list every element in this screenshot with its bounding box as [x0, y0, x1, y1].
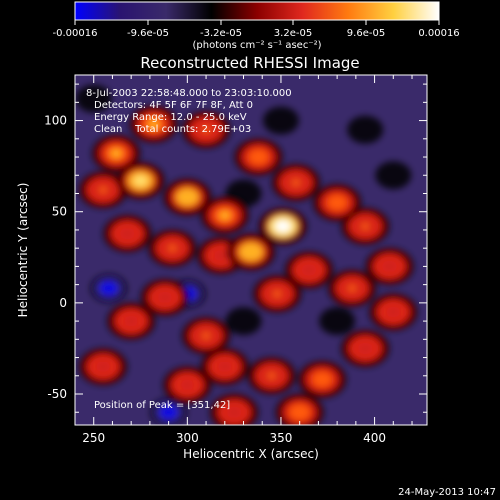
x-tick-label: 300	[176, 431, 199, 445]
heatmap-blob-bright	[360, 223, 370, 230]
heatmap-blob-bright	[201, 126, 211, 133]
annotation-peak-position: Position of Peak = [351,42]	[94, 400, 230, 411]
heatmap-blob-bright	[201, 332, 211, 339]
heatmap-blob-bright	[127, 318, 135, 324]
heatmap-blob-bright	[221, 363, 229, 370]
heatmap-blob-bright	[317, 375, 327, 383]
x-tick-label: 250	[82, 431, 105, 445]
heatmap-blob-bright	[184, 382, 191, 388]
heatmap-blobs	[75, 84, 418, 425]
info-annotations: 8-Jul-2003 22:58:48.000 to 23:03:10.000 …	[86, 88, 292, 411]
heatmap-blob-bright	[230, 409, 238, 416]
y-tick-label: -50	[47, 387, 67, 401]
heatmap-blob-bright	[305, 267, 313, 274]
heatmap-blob-bright	[277, 222, 289, 231]
heatmap-blob-bright	[253, 153, 264, 161]
x-tick-label: 350	[270, 431, 293, 445]
footer-timestamp: 24-May-2013 10:47	[398, 487, 496, 498]
heatmap-blob-dark	[319, 307, 356, 336]
heatmap-blob-bright	[161, 294, 169, 301]
heatmap-blob-dark	[159, 405, 178, 420]
colorbar-tick-label: -3.2e-05	[200, 28, 242, 39]
y-tick-label: 50	[52, 205, 67, 219]
heatmap-blob-bright	[217, 252, 225, 259]
x-axis-label: Heliocentric X (arcsec)	[183, 447, 319, 461]
heatmap-blob-bright	[389, 309, 397, 315]
heatmap-blob-bright	[267, 372, 276, 380]
colorbar-tick-label: -9.6e-05	[127, 28, 169, 39]
colorbar-tick-label: 9.6e-05	[347, 28, 385, 39]
annotation-detectors: Detectors: 4F 5F 6F 7F 8F, Att 0	[94, 100, 253, 111]
colorbar-tick-label: 3.2e-05	[274, 28, 312, 39]
axis-ticks: 250 300 350 400 100 50 0 -50	[44, 75, 427, 445]
heatmap-blob-bright	[294, 408, 305, 417]
heatmap-blob-bright	[347, 285, 357, 292]
heatmap-blob-bright	[361, 345, 370, 352]
heatmap-blob-bright	[181, 192, 194, 202]
heatmap-blob-dark	[99, 281, 118, 296]
chart-title: Reconstructed RHESSI Image	[140, 54, 359, 72]
heatmap-blob-bright	[98, 186, 108, 194]
heatmap-blob-bright	[272, 290, 282, 298]
heatmap-blob-dark	[225, 307, 262, 336]
colorbar-tick-label: 0.00016	[418, 28, 459, 39]
heatmap-blob-bright	[219, 211, 231, 220]
annotation-time-range: 8-Jul-2003 22:58:48.000 to 23:03:10.000	[86, 88, 292, 99]
heatmap-blob-dark	[262, 106, 299, 135]
heatmap-blob-dark	[347, 115, 384, 144]
colorbar-tick-label: -0.00016	[53, 28, 98, 39]
heatmap-blob-bright	[244, 247, 258, 257]
heatmap-blob-bright	[110, 149, 122, 158]
heatmap-blob-bright	[291, 179, 301, 186]
heatmap-blob-bright	[123, 230, 132, 237]
y-tick-label: 100	[44, 114, 67, 128]
annotation-energy-range: Energy Range: 12.0 - 25.0 keV	[94, 112, 247, 123]
x-tick-label: 400	[363, 431, 386, 445]
heatmap-blob-bright	[133, 175, 148, 186]
heatmap-blob-bright	[332, 199, 342, 207]
colorbar-ticks: -0.00016 -9.6e-05 -3.2e-05 3.2e-05 9.6e-05 0.…	[53, 20, 460, 39]
heatmap-blob-dark	[375, 161, 412, 190]
heatmap-blob-bright	[168, 244, 177, 252]
heatmap-blob-bright	[385, 263, 394, 270]
y-tick-label: 0	[59, 296, 67, 310]
annotation-clean-counts: Clean Total counts: 2.79E+03	[94, 124, 251, 135]
colorbar: -0.00016 -9.6e-05 -3.2e-05 3.2e-05 9.6e-05 0.…	[53, 1, 460, 51]
plot-frame	[74, 74, 428, 426]
colorbar-unit-label: (photons cm⁻² s⁻¹ asec⁻²)	[192, 40, 321, 51]
y-axis-label: Heliocentric Y (arcsec)	[16, 183, 30, 318]
heatmap-plot	[75, 75, 427, 425]
heatmap-blob-bright	[99, 363, 107, 370]
heatmap-blob-bright	[148, 120, 160, 129]
heatmap-blob-dark	[75, 84, 112, 113]
colorbar-gradient	[74, 1, 440, 21]
